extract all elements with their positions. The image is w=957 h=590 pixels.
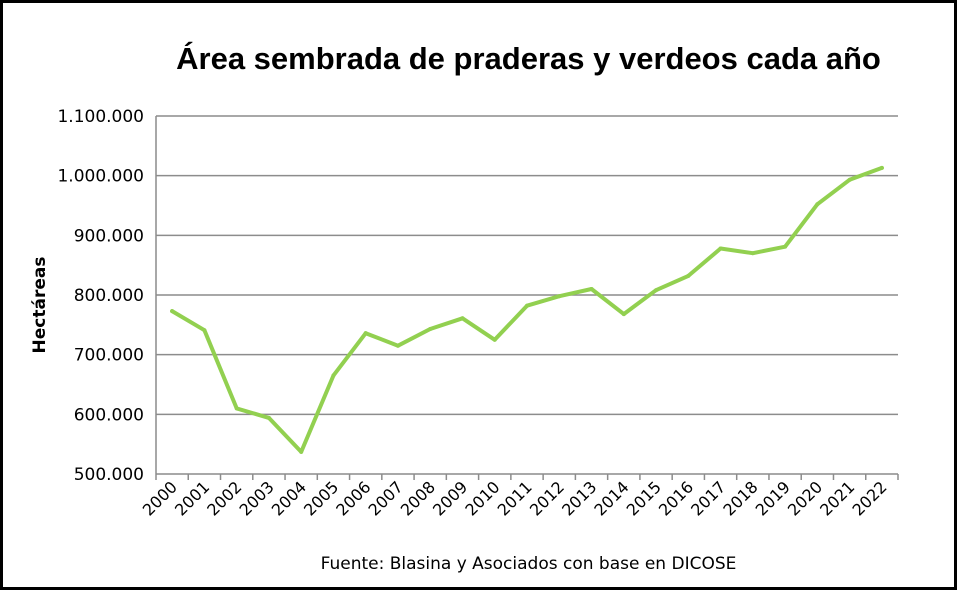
x-tick-label: 2015 [623, 477, 665, 519]
x-tick-label: 2010 [461, 477, 503, 519]
x-tick-label: 2001 [171, 477, 213, 519]
data-point [202, 328, 207, 333]
x-tick-label: 2019 [752, 477, 794, 519]
x-tick-label: 2021 [816, 477, 858, 519]
x-tick-label: 2020 [784, 477, 826, 519]
data-point [525, 303, 529, 308]
data-point [589, 287, 594, 292]
series-line [170, 165, 884, 454]
y-axis-label: Hectáreas [30, 257, 50, 354]
data-point [428, 327, 433, 332]
x-tick-label: 2018 [719, 477, 761, 519]
x-tick-label: 2008 [397, 477, 439, 519]
x-tick-label: 2014 [590, 477, 632, 519]
series-layer [170, 165, 884, 454]
data-point [815, 202, 820, 207]
data-point [492, 337, 497, 342]
x-tick-label: 2000 [139, 477, 181, 519]
x-tick-label: 2007 [365, 477, 407, 519]
data-point [266, 415, 271, 420]
data-point [718, 246, 723, 251]
data-point [460, 316, 465, 321]
data-point [879, 165, 884, 170]
chart-title: Área sembrada de praderas y verdeos cada… [176, 41, 881, 76]
x-tick-label: 2013 [558, 477, 600, 519]
data-point [621, 312, 626, 317]
data-point [847, 177, 852, 182]
x-tick-label: 2005 [300, 477, 342, 519]
line-chart: 500.000 600.000 700.000 800.000 900.000 1.000… [30, 107, 899, 520]
y-tick-label: 600.000 [74, 405, 144, 425]
x-tick-label: 2011 [494, 477, 536, 519]
y-tick-label: 700.000 [74, 346, 144, 366]
x-tick-label: 2006 [332, 477, 374, 519]
gridlines [156, 115, 898, 416]
x-tick-label: 2017 [687, 477, 729, 519]
data-point [783, 244, 788, 249]
data-point [234, 406, 239, 411]
x-tick-label: 2016 [655, 477, 697, 519]
y-tick-label: 500.000 [74, 465, 144, 485]
data-point [686, 273, 691, 278]
x-tick-label: 2012 [526, 477, 568, 519]
y-tick-labels: 500.000 600.000 700.000 800.000 900.000 1.000… [57, 107, 144, 485]
data-point [170, 309, 175, 314]
x-tick-label: 2002 [203, 477, 245, 519]
y-tick-label: 1.000.000 [57, 167, 144, 187]
y-tick-label: 900.000 [74, 226, 144, 246]
x-tick-label: 2009 [429, 477, 471, 519]
data-point [363, 331, 368, 336]
y-tick-label: 800.000 [74, 286, 144, 306]
y-tick-label: 1.100.000 [57, 107, 144, 127]
data-point [395, 343, 400, 348]
x-tick-label: 2003 [236, 477, 278, 519]
data-point [299, 449, 304, 454]
source-note: Fuente: Blasina y Asociados con base en … [320, 554, 737, 574]
data-point [331, 373, 336, 378]
x-tick-label: 2004 [268, 477, 310, 519]
data-point [557, 294, 562, 299]
x-tick-label: 2022 [848, 477, 890, 519]
data-point [750, 251, 755, 256]
x-tick-labels: 2000200120022003200420052006200720082009… [139, 477, 891, 519]
axes [155, 116, 899, 480]
data-point [654, 288, 659, 293]
